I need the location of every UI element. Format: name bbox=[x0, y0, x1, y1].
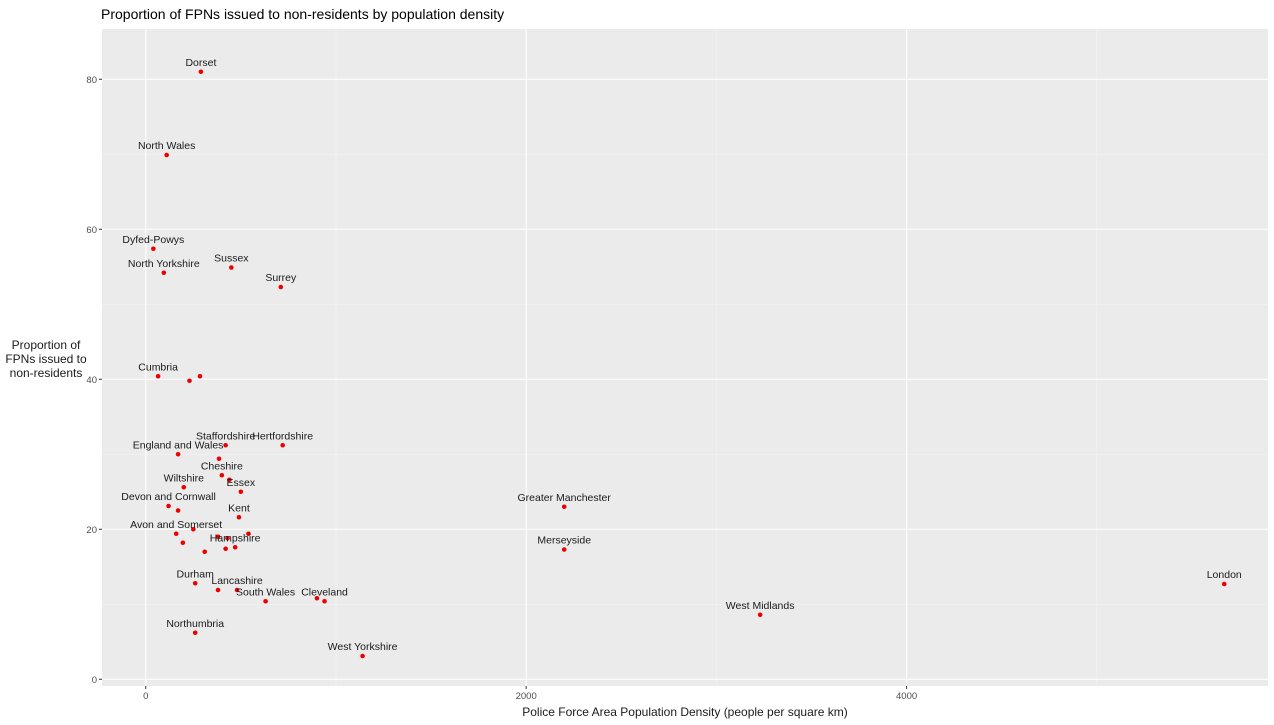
data-point bbox=[223, 442, 228, 448]
data-point bbox=[215, 534, 221, 540]
data-point bbox=[191, 526, 196, 532]
y-tick-label: 80 bbox=[86, 75, 97, 86]
data-point bbox=[175, 451, 181, 457]
y-axis-label-line-3: non-residents bbox=[9, 366, 83, 380]
point-label: London bbox=[1207, 569, 1242, 581]
data-point bbox=[223, 546, 228, 552]
point-label: Surrey bbox=[265, 272, 297, 284]
y-tick-label: 20 bbox=[86, 525, 97, 536]
minor-grid-lines bbox=[102, 29, 1268, 686]
data-point bbox=[227, 477, 232, 483]
point-label: North Wales bbox=[138, 140, 195, 152]
data-point bbox=[236, 514, 242, 520]
data-point bbox=[215, 587, 221, 593]
y-axis-label-line-1: Proportion of bbox=[11, 338, 81, 352]
data-point bbox=[180, 540, 186, 546]
data-point bbox=[164, 152, 169, 158]
point-label: Avon and Somerset bbox=[130, 519, 222, 531]
data-point bbox=[161, 270, 167, 276]
data-point bbox=[155, 373, 161, 379]
data-point bbox=[238, 489, 244, 495]
point-label: Hertfordshire bbox=[252, 430, 313, 442]
x-tick-label: 0 bbox=[143, 691, 148, 702]
point-label: Staffordshire bbox=[196, 430, 255, 442]
data-point bbox=[151, 246, 156, 252]
y-tick-label: 40 bbox=[86, 375, 97, 386]
y-axis-label: Proportion of FPNs issued to non-residen… bbox=[0, 338, 92, 380]
data-point bbox=[216, 456, 222, 462]
data-point bbox=[278, 284, 284, 290]
point-label: Dorset bbox=[185, 57, 216, 69]
data-point bbox=[192, 630, 198, 636]
point-label: Cleveland bbox=[301, 586, 348, 598]
data-point bbox=[198, 69, 204, 75]
data-point bbox=[192, 580, 198, 586]
point-label: Merseyside bbox=[537, 535, 591, 547]
point-label: Northumbria bbox=[166, 618, 224, 630]
data-point bbox=[322, 598, 327, 604]
data-point bbox=[561, 504, 567, 510]
point-label: Hampshire bbox=[210, 532, 261, 544]
chart-title: Proportion of FPNs issued to non-residen… bbox=[101, 6, 505, 22]
point-label: Sussex bbox=[214, 253, 249, 265]
point-label: North Yorkshire bbox=[128, 258, 200, 270]
point-labels: Dorset North Wales Dyfed-Powys North Yorksh… bbox=[121, 57, 1242, 653]
data-point bbox=[166, 503, 171, 509]
data-point bbox=[219, 472, 225, 478]
point-label: Essex bbox=[227, 477, 256, 489]
data-point bbox=[232, 544, 238, 550]
point-label: Cheshire bbox=[201, 460, 243, 472]
point-label: Greater Manchester bbox=[518, 492, 612, 504]
data-point bbox=[757, 612, 763, 618]
data-points bbox=[151, 69, 1227, 659]
y-axis-ticks: 0 20 40 60 80 bbox=[86, 75, 102, 686]
data-point bbox=[234, 587, 240, 593]
plot-panel-background bbox=[102, 29, 1268, 686]
point-label: Dyfed-Powys bbox=[122, 234, 184, 246]
data-point bbox=[197, 373, 203, 379]
data-point bbox=[314, 595, 320, 601]
x-axis-label: Police Force Area Population Density (pe… bbox=[522, 705, 848, 719]
data-point bbox=[561, 547, 567, 552]
data-point bbox=[225, 535, 230, 541]
point-label: West Yorkshire bbox=[328, 641, 398, 653]
data-point bbox=[202, 549, 208, 555]
data-point bbox=[360, 653, 365, 659]
data-point bbox=[181, 484, 187, 490]
data-point bbox=[187, 378, 192, 384]
point-label: England and Wales bbox=[133, 439, 224, 451]
data-point bbox=[246, 531, 251, 537]
y-tick-label: 60 bbox=[86, 225, 97, 236]
point-label: Cumbria bbox=[138, 361, 178, 373]
data-point bbox=[173, 531, 179, 537]
point-label: Kent bbox=[228, 502, 250, 514]
y-tick-label: 0 bbox=[92, 675, 97, 686]
x-axis-ticks: 0 2000 4000 bbox=[143, 686, 917, 702]
data-point bbox=[229, 265, 234, 270]
y-axis-label-line-2: FPNs issued to bbox=[5, 352, 87, 366]
point-label: Lancashire bbox=[211, 575, 263, 587]
point-label: Wiltshire bbox=[164, 472, 204, 484]
point-label: South Wales bbox=[236, 586, 295, 598]
point-label: Devon and Cornwall bbox=[121, 491, 216, 503]
point-label: West Midlands bbox=[726, 600, 795, 612]
data-point bbox=[263, 598, 268, 604]
data-point bbox=[175, 508, 181, 513]
point-label: Durham bbox=[177, 568, 215, 580]
data-point bbox=[280, 442, 286, 448]
data-point bbox=[1221, 581, 1227, 587]
x-tick-label: 2000 bbox=[516, 691, 537, 702]
x-tick-label: 4000 bbox=[896, 691, 917, 702]
major-grid-lines bbox=[102, 29, 1268, 686]
